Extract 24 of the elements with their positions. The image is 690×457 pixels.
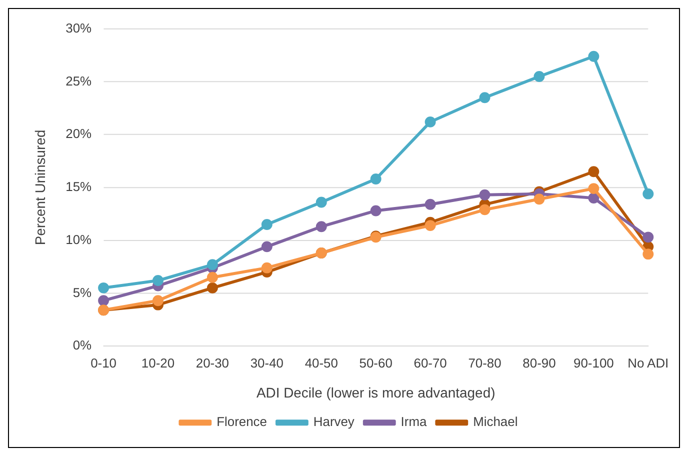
x-axis-title: ADI Decile (lower is more advantaged) [256,384,496,401]
y-tick-label: 15% [66,179,92,194]
y-tick-label: 5% [72,284,92,300]
y-axis-title: Percent Uninsured [32,130,48,246]
x-tick-label: No ADI [628,355,669,370]
y-tick-label: 30% [66,20,92,36]
x-tick-label: 50-60 [359,355,392,370]
x-tick-label: 0-10 [90,355,116,370]
legend-label: Harvey [313,414,355,430]
x-tick-label: 10-20 [141,355,175,370]
legend-label: Irma [400,414,428,430]
x-tick-label: 30-40 [250,355,284,370]
x-tick-label: 90-100 [574,355,614,370]
x-tick-label: 70-80 [468,355,502,370]
y-tick-label: 25% [66,73,92,88]
x-tick-label: 40-50 [304,355,338,370]
x-tick-label: 60-70 [414,355,447,370]
x-tick-label: 20-30 [196,355,230,370]
legend-label: Michael [473,414,518,430]
y-tick-label: 0% [72,338,92,353]
y-tick-label: 20% [66,126,92,142]
y-tick-label: 10% [66,232,92,247]
legend-label: Florence [216,414,267,430]
x-tick-label: 80-90 [522,355,556,370]
